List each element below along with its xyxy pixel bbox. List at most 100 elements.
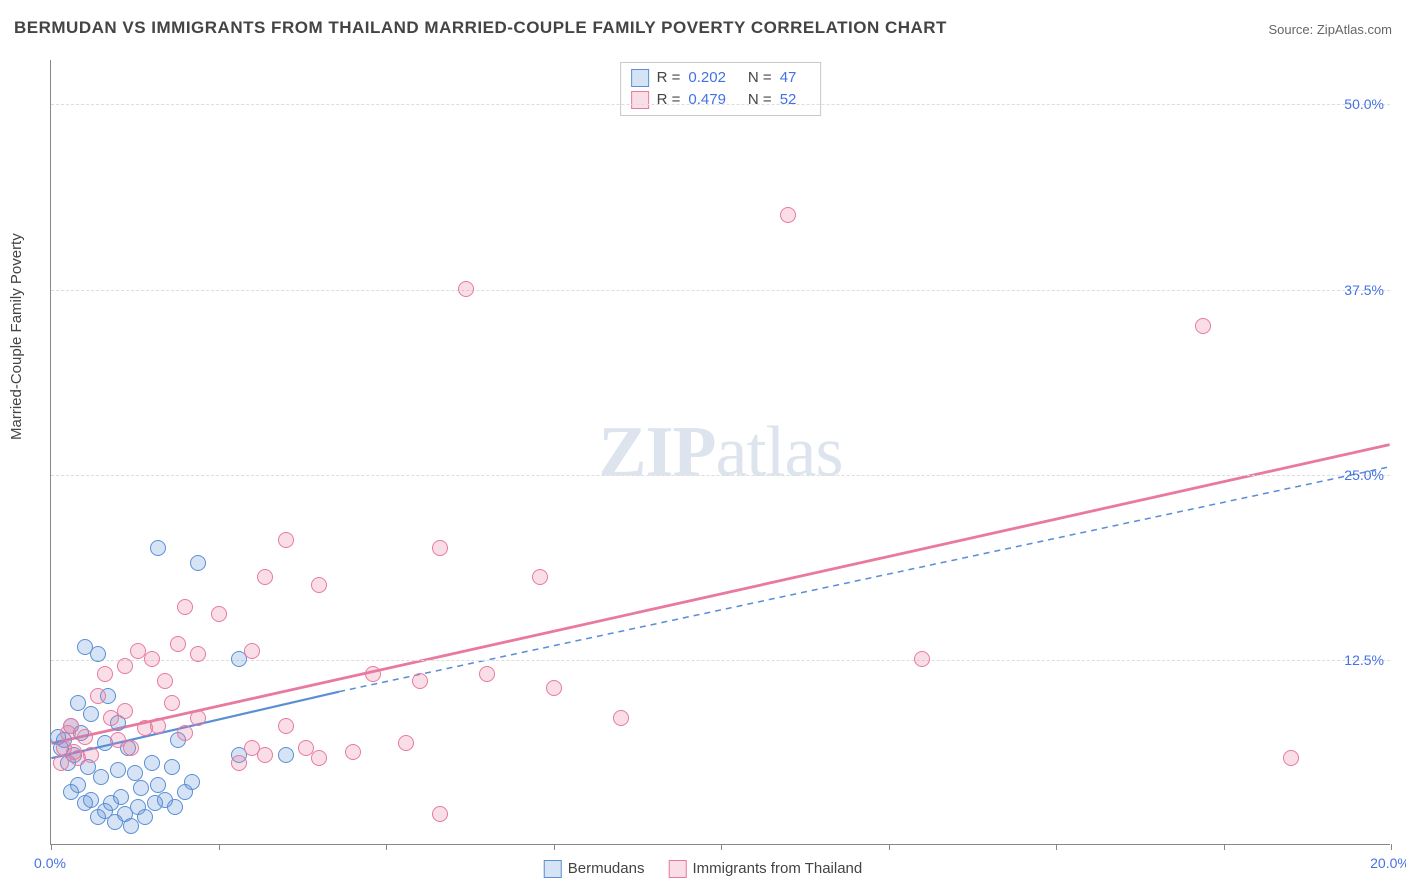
scatter-point-thailand: [412, 673, 428, 689]
scatter-point-thailand: [244, 643, 260, 659]
legend-stat-row-bermudans: R =0.202N =47: [631, 67, 811, 89]
scatter-point-bermudans: [137, 809, 153, 825]
legend-swatch: [668, 860, 686, 878]
x-tick-label-right: 20.0%: [1370, 855, 1406, 871]
y-tick-label: 12.5%: [1344, 652, 1384, 668]
scatter-point-thailand: [231, 755, 247, 771]
scatter-point-thailand: [398, 735, 414, 751]
source-label: Source: ZipAtlas.com: [1268, 22, 1392, 37]
scatter-point-bermudans: [93, 769, 109, 785]
gridline: [51, 475, 1390, 476]
scatter-point-bermudans: [133, 780, 149, 796]
scatter-point-bermudans: [167, 799, 183, 815]
legend-swatch: [631, 91, 649, 109]
scatter-point-thailand: [311, 577, 327, 593]
gridline: [51, 104, 1390, 105]
scatter-point-thailand: [66, 744, 82, 760]
scatter-point-thailand: [479, 666, 495, 682]
x-tick-label-left: 0.0%: [34, 855, 66, 871]
scatter-point-thailand: [117, 703, 133, 719]
scatter-point-thailand: [117, 658, 133, 674]
scatter-point-bermudans: [144, 755, 160, 771]
scatter-point-thailand: [53, 755, 69, 771]
plot-area: ZIPatlas R =0.202N =47R =0.479N =52 12.5…: [50, 60, 1390, 845]
scatter-point-bermudans: [90, 646, 106, 662]
legend-swatch: [631, 69, 649, 87]
scatter-point-thailand: [190, 710, 206, 726]
x-tick: [386, 844, 387, 850]
legend-series: Bermudans Immigrants from Thailand: [544, 851, 863, 886]
legend-n-label: N =: [748, 67, 772, 89]
legend-n-label: N =: [748, 89, 772, 111]
scatter-point-bermudans: [127, 765, 143, 781]
scatter-point-thailand: [780, 207, 796, 223]
scatter-point-bermudans: [164, 759, 180, 775]
trend-lines-svg: [51, 60, 1390, 844]
y-tick-label: 37.5%: [1344, 282, 1384, 298]
scatter-point-bermudans: [278, 747, 294, 763]
legend-stats: R =0.202N =47R =0.479N =52: [620, 62, 822, 116]
scatter-point-bermudans: [190, 555, 206, 571]
x-tick: [51, 844, 52, 850]
x-tick: [1056, 844, 1057, 850]
scatter-point-bermudans: [113, 789, 129, 805]
scatter-point-thailand: [190, 646, 206, 662]
scatter-point-thailand: [60, 725, 76, 741]
scatter-point-thailand: [432, 806, 448, 822]
scatter-point-bermudans: [184, 774, 200, 790]
legend-r-value: 0.479: [688, 89, 726, 111]
legend-label: Bermudans: [568, 860, 645, 877]
scatter-point-bermudans: [83, 792, 99, 808]
scatter-point-thailand: [123, 740, 139, 756]
legend-n-value: 52: [780, 89, 797, 111]
scatter-point-thailand: [311, 750, 327, 766]
legend-swatch: [544, 860, 562, 878]
scatter-point-thailand: [458, 281, 474, 297]
scatter-point-thailand: [77, 729, 93, 745]
y-tick-label: 25.0%: [1344, 467, 1384, 483]
legend-r-label: R =: [657, 67, 681, 89]
scatter-point-thailand: [1283, 750, 1299, 766]
scatter-point-thailand: [211, 606, 227, 622]
legend-item-thailand: Immigrants from Thailand: [668, 860, 862, 878]
legend-r-value: 0.202: [688, 67, 726, 89]
gridline: [51, 290, 1390, 291]
y-tick-label: 50.0%: [1344, 96, 1384, 112]
scatter-point-thailand: [164, 695, 180, 711]
scatter-point-thailand: [365, 666, 381, 682]
x-tick: [1224, 844, 1225, 850]
scatter-point-thailand: [532, 569, 548, 585]
x-tick: [554, 844, 555, 850]
scatter-point-thailand: [170, 636, 186, 652]
scatter-point-thailand: [1195, 318, 1211, 334]
watermark-light: atlas: [716, 412, 843, 492]
scatter-point-thailand: [177, 599, 193, 615]
legend-label: Immigrants from Thailand: [692, 860, 862, 877]
chart-title: BERMUDAN VS IMMIGRANTS FROM THAILAND MAR…: [14, 18, 947, 38]
x-tick: [219, 844, 220, 850]
x-tick: [721, 844, 722, 850]
legend-r-label: R =: [657, 89, 681, 111]
legend-stat-row-thailand: R = 0.479 N = 52: [631, 89, 811, 111]
gridline: [51, 660, 1390, 661]
scatter-point-bermudans: [70, 777, 86, 793]
scatter-point-thailand: [257, 747, 273, 763]
scatter-point-thailand: [144, 651, 160, 667]
scatter-point-thailand: [150, 718, 166, 734]
scatter-point-thailand: [432, 540, 448, 556]
scatter-point-thailand: [345, 744, 361, 760]
watermark: ZIPatlas: [599, 411, 843, 494]
scatter-point-thailand: [546, 680, 562, 696]
watermark-bold: ZIP: [599, 412, 716, 492]
scatter-point-thailand: [83, 747, 99, 763]
scatter-point-thailand: [177, 725, 193, 741]
scatter-point-thailand: [257, 569, 273, 585]
trend-line: [339, 467, 1390, 692]
scatter-point-thailand: [278, 718, 294, 734]
x-tick: [1391, 844, 1392, 850]
scatter-point-thailand: [613, 710, 629, 726]
scatter-point-thailand: [914, 651, 930, 667]
y-axis-label: Married-Couple Family Poverty: [8, 233, 25, 440]
scatter-point-bermudans: [83, 706, 99, 722]
scatter-point-thailand: [157, 673, 173, 689]
